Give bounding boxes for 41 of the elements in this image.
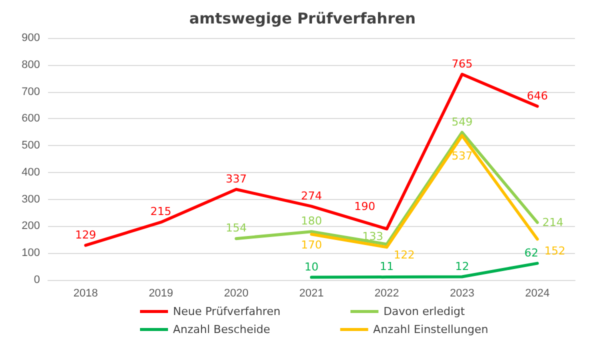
chart-title: amtswegige Prüfverfahren: [189, 10, 416, 28]
x-tick-label: 2024: [525, 288, 550, 300]
legend-label: Neue Prüfverfahren: [173, 305, 280, 318]
x-tick-label: 2021: [299, 288, 324, 300]
data-label: 12: [455, 260, 470, 273]
y-tick-label: 200: [22, 220, 40, 232]
y-tick-label: 500: [22, 140, 40, 152]
data-label: 337: [226, 172, 247, 186]
data-label: 180: [301, 214, 322, 228]
x-tick-label: 2019: [148, 288, 174, 300]
legend-label: Davon erledigt: [383, 305, 466, 318]
x-tick-label: 2020: [224, 288, 248, 300]
legend-label: Anzahl Bescheide: [173, 323, 270, 336]
data-label: 646: [526, 89, 548, 102]
y-tick-label: 300: [22, 193, 40, 206]
legend-label: Anzahl Einstellungen: [373, 323, 488, 336]
x-tick-label: 2023: [450, 288, 474, 300]
y-tick-label: 0: [34, 274, 40, 286]
data-label: 129: [75, 228, 96, 242]
data-label: 537: [452, 150, 473, 163]
data-label: 215: [150, 205, 172, 218]
data-label: 11: [380, 260, 394, 274]
data-label: 170: [301, 238, 322, 252]
data-label: 152: [544, 244, 566, 258]
data-label: 549: [452, 115, 473, 128]
data-label: 274: [301, 189, 322, 202]
y-tick-label: 800: [22, 58, 40, 71]
data-label: 62: [524, 246, 538, 260]
data-label: 10: [304, 260, 318, 274]
data-label: 190: [354, 200, 376, 213]
y-tick-label: 100: [22, 247, 40, 260]
y-tick-label: 400: [22, 166, 40, 178]
y-tick-label: 700: [22, 86, 40, 98]
data-label: 765: [452, 57, 473, 70]
data-label: 122: [394, 248, 415, 262]
data-label: 214: [542, 216, 564, 229]
x-tick-label: 2022: [374, 288, 400, 300]
y-tick-label: 900: [22, 32, 40, 44]
y-tick-label: 600: [22, 112, 40, 125]
x-tick-label: 2018: [73, 288, 98, 300]
data-label: 154: [226, 222, 247, 235]
